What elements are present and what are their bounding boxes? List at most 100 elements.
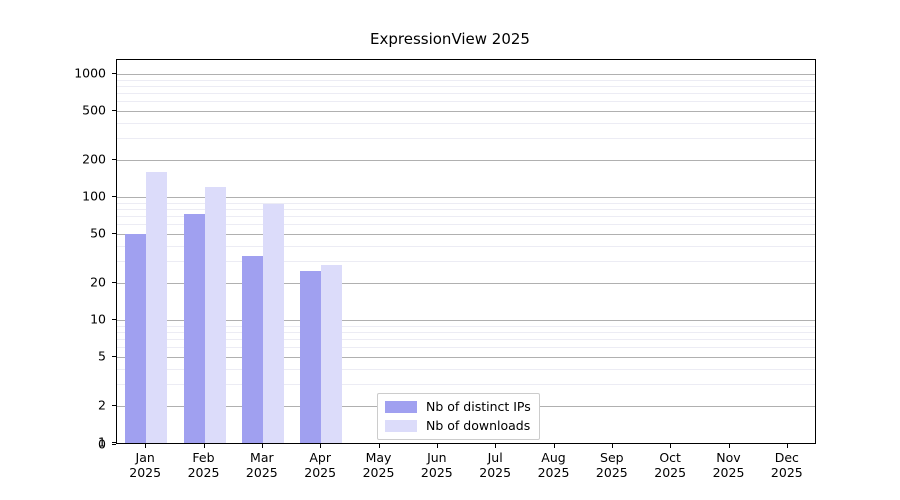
legend-label-downloads: Nb of downloads [426, 418, 531, 433]
gridline-minor [117, 122, 815, 124]
bar-jan-downloads [146, 171, 168, 443]
y-tick-mark [112, 73, 116, 74]
gridline-minor [117, 384, 815, 386]
y-tick-label: 500 [82, 102, 106, 118]
gridline-minor [117, 339, 815, 341]
x-tick-label-oct: Oct 2025 [625, 450, 715, 480]
x-tick-label-dec: Dec 2025 [742, 450, 832, 480]
x-tick-mark [553, 444, 555, 448]
x-tick-month: Jan [135, 450, 155, 465]
y-tick-label: 1 [98, 434, 106, 450]
x-tick-month: Oct [659, 450, 681, 465]
y-tick-mark [112, 110, 116, 112]
x-tick-label-sep: Sep 2025 [567, 450, 657, 480]
x-tick-month: Mar [250, 450, 274, 465]
x-tick-year: 2025 [654, 465, 687, 480]
x-tick-label-nov: Nov 2025 [684, 450, 774, 480]
x-tick-mark [145, 444, 147, 448]
gridline-major [117, 357, 815, 359]
y-tick-mark [112, 444, 116, 445]
x-tick-month: Sep [600, 450, 624, 465]
bar-feb-downloads [204, 187, 226, 443]
x-tick-year: 2025 [479, 465, 512, 480]
gridline-minor [117, 224, 815, 226]
y-tick-label: 5 [98, 348, 106, 364]
gridline-major [117, 197, 815, 198]
chart-legend: Nb of distinct IPs Nb of downloads [377, 393, 540, 440]
x-tick-label-jun: Jun 2025 [392, 450, 482, 480]
bar-jan-ips [125, 234, 147, 443]
x-tick-year: 2025 [537, 465, 570, 480]
x-tick-year: 2025 [187, 465, 220, 480]
gridline-minor [117, 368, 815, 370]
x-tick-year: 2025 [304, 465, 337, 480]
x-tick-label-mar: Mar 2025 [217, 450, 307, 480]
x-tick-mark [670, 444, 672, 448]
gridline-major [117, 234, 815, 236]
y-tick-label: 1000 [74, 65, 106, 81]
x-tick-mark [203, 444, 205, 448]
x-tick-mark [611, 444, 613, 448]
x-tick-label-feb: Feb 2025 [159, 450, 249, 480]
chart-title: ExpressionView 2025 [370, 30, 530, 48]
x-tick-year: 2025 [129, 465, 162, 480]
y-tick-mark [112, 281, 116, 283]
x-tick-month: Apr [309, 450, 331, 465]
legend-swatch-icon-downloads [385, 419, 417, 432]
x-tick-label-aug: Aug 2025 [509, 450, 599, 480]
y-tick-label: 50 [90, 225, 106, 241]
gridline-major [117, 320, 815, 321]
x-tick-month: Aug [541, 450, 566, 465]
bar-apr-downloads [321, 264, 343, 443]
x-tick-label-jan: Jan 2025 [100, 450, 190, 480]
x-tick-mark [495, 444, 497, 448]
gridline-minor [117, 138, 815, 140]
legend-item-downloads: Nb of downloads [385, 417, 531, 434]
x-tick-mark [378, 444, 380, 448]
x-tick-year: 2025 [362, 465, 395, 480]
x-tick-mark [320, 444, 322, 448]
y-tick-label: 200 [82, 151, 106, 167]
x-tick-month: Jun [427, 450, 447, 465]
y-tick-label: 20 [90, 274, 106, 290]
y-tick-label: 10 [90, 311, 106, 327]
y-tick-label: 0 [98, 436, 106, 452]
bar-feb-ips [183, 213, 205, 443]
bar-apr-ips [300, 271, 322, 443]
y-tick-mark [112, 404, 116, 406]
x-tick-label-may: May 2025 [334, 450, 424, 480]
gridline-minor [117, 325, 815, 327]
x-tick-year: 2025 [420, 465, 453, 480]
y-tick-mark [112, 319, 116, 320]
x-tick-year: 2025 [770, 465, 803, 480]
x-tick-month: Dec [774, 450, 799, 465]
gridline-minor [117, 245, 815, 247]
gridline-major [117, 159, 815, 161]
x-tick-month: May [365, 450, 392, 465]
gridline-minor [117, 93, 815, 95]
y-tick-mark [112, 356, 116, 358]
x-tick-mark [261, 444, 263, 448]
x-tick-year: 2025 [595, 465, 628, 480]
gridline-major [117, 443, 815, 444]
gridline-minor [117, 261, 815, 263]
x-tick-label-jul: Jul 2025 [450, 450, 540, 480]
bar-mar-ips [241, 256, 263, 443]
x-tick-mark [436, 444, 438, 448]
y-tick-mark [112, 196, 116, 197]
x-tick-year: 2025 [245, 465, 278, 480]
y-tick-mark [112, 442, 116, 443]
y-tick-label: 2 [98, 397, 106, 413]
x-tick-label-apr: Apr 2025 [275, 450, 365, 480]
x-tick-year: 2025 [712, 465, 745, 480]
x-tick-month: Jul [487, 450, 503, 465]
gridline-minor [117, 202, 815, 204]
y-tick-mark [112, 233, 116, 235]
gridline-minor [117, 331, 815, 333]
legend-item-ips: Nb of distinct IPs [385, 398, 531, 415]
gridline-major [117, 74, 815, 75]
gridline-minor [117, 79, 815, 81]
bar-mar-downloads [262, 203, 284, 443]
x-tick-month: Feb [192, 450, 215, 465]
